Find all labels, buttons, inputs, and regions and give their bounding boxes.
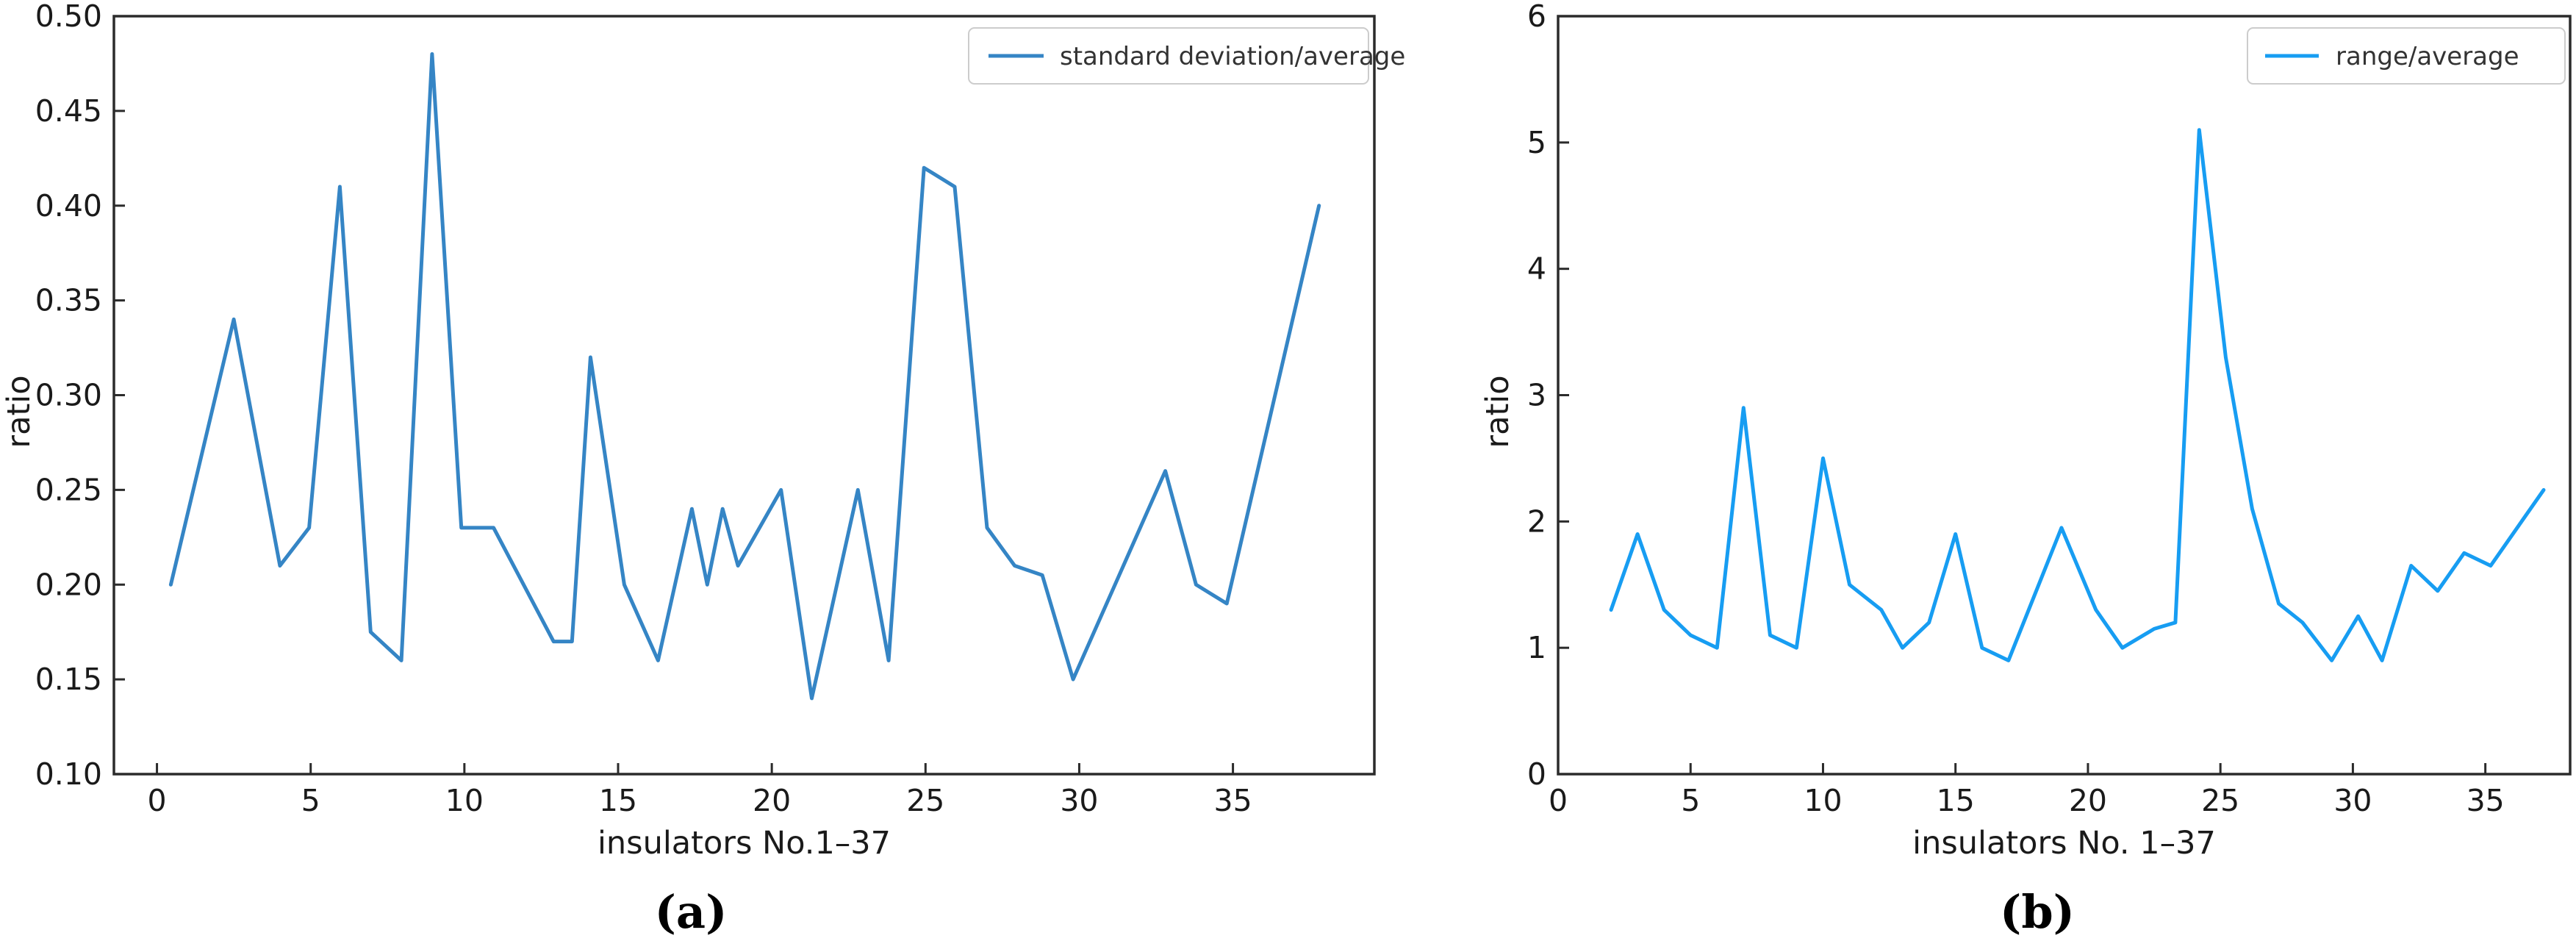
chart-a-frame [112,15,1376,776]
chart-a-legend-label: standard deviation/average [1060,42,1405,71]
chart-a-y-tick-label: 0.40 [35,188,102,223]
chart-a-y-tick-label: 0.30 [35,378,102,413]
chart-a-x-axis-label: insulators No.1–37 [598,825,891,862]
chart-b-x-axis-label: insulators No. 1–37 [1912,825,2216,862]
chart-a-legend-box [968,27,1369,85]
chart-a-y-tick-label: 0.45 [35,93,102,129]
chart-b-legend-box [2247,27,2566,85]
chart-a-x-tick-label: 20 [753,783,791,818]
chart-b-y-axis-label: ratio [1479,375,1516,448]
chart-b: 0 5 10 15 20 25 30 35 0 1 2 3 4 5 6 insulators No. 1–37… [1479,0,2572,939]
chart-b-x-tick-label: 25 [2201,783,2239,818]
chart-a-y-tick-label: 0.25 [35,472,102,507]
chart-a-y-tick-label: 0.35 [35,283,102,318]
chart-a-y-tick-label: 0.20 [35,567,102,602]
chart-b-y-tick-label: 6 [1527,0,1546,34]
chart-a-x-tick-label: 5 [301,783,320,818]
chart-a-x-tick-label: 25 [906,783,944,818]
chart-b-y-tick-label: 5 [1527,125,1546,160]
chart-b-y-tick-label: 3 [1527,378,1546,413]
chart-b-x-tick-label: 20 [2069,783,2107,818]
chart-a-x-tick-label: 0 [148,783,167,818]
chart-a-y-tick-label: 0.10 [35,756,102,792]
chart-a-caption: (a) [655,885,728,939]
chart-b-x-tick-label: 30 [2333,783,2372,818]
chart-a-y-axis-label: ratio [1,375,37,448]
chart-b-x-tick-label: 35 [2466,783,2505,818]
chart-a-y-tick-label: 0.50 [35,0,102,34]
chart-b-x-tick-label: 15 [1937,783,1975,818]
chart-a-y-tick-label: 0.15 [35,662,102,697]
chart-b-data-line [1609,128,2546,662]
chart-a-x-tick-label: 30 [1060,783,1098,818]
chart-b-y-tick-label: 0 [1527,756,1546,792]
chart-b-y-tick-label: 4 [1527,251,1546,287]
chart-b-x-tick-label: 5 [1681,783,1700,818]
chart-a-data-line [168,52,1321,701]
chart-a-x-tick-label: 35 [1213,783,1252,818]
chart-a-x-tick-label: 10 [445,783,484,818]
chart-b-x-tick-label: 0 [1549,783,1568,818]
chart-b-x-tick-label: 10 [1804,783,1842,818]
chart-a: 0 5 10 15 20 25 30 35 0.10 0.15 0.20 0.25 0.30 0.35 0.… [1,0,1405,939]
chart-b-frame [1557,15,2572,776]
chart-b-y-tick-label: 2 [1527,504,1546,539]
chart-b-legend-label: range/average [2336,42,2519,71]
chart-b-y-tick-label: 1 [1527,630,1546,665]
chart-a-x-tick-label: 15 [599,783,637,818]
chart-b-caption: (b) [2000,885,2075,939]
